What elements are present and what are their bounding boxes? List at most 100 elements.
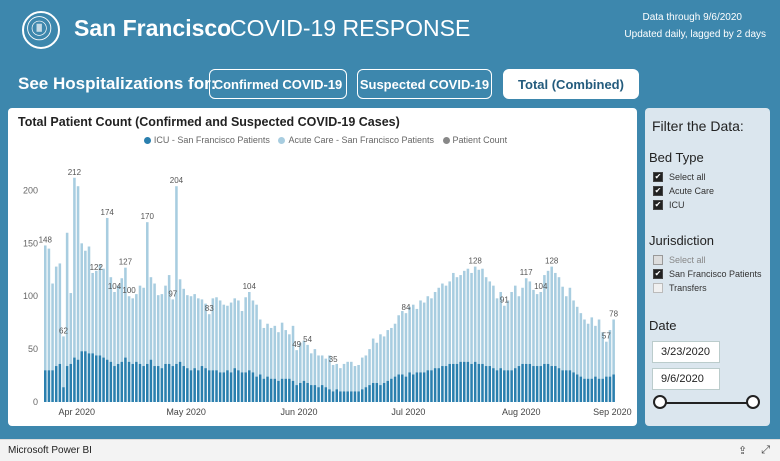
icu-bar — [375, 382, 379, 402]
icu-bar — [408, 372, 411, 402]
acute-care-bar — [138, 285, 142, 364]
icu-bar — [102, 357, 105, 402]
icu-bar — [488, 366, 492, 402]
data-label: 83 — [205, 304, 214, 313]
end-date-input[interactable]: 9/6/2020 — [652, 368, 720, 390]
acute-care-bar — [448, 281, 451, 364]
acute-care-bar — [280, 322, 284, 379]
filter-panel: Filter the Data: Bed Type ✔ Select all ✔ A… — [645, 108, 770, 426]
acute-care-bar — [601, 332, 604, 379]
acute-care-bar — [411, 304, 415, 375]
acute-care-bar — [226, 305, 229, 371]
date-slider-track[interactable] — [657, 402, 755, 404]
jurisdiction-sf-patients[interactable]: ✔ San Francisco Patients — [653, 269, 762, 279]
icu-bar — [470, 363, 473, 402]
icu-bar — [313, 385, 317, 402]
tab-suspected[interactable]: Suspected COVID-19 — [357, 69, 492, 99]
acute-care-bar — [102, 268, 105, 358]
share-icon[interactable]: ⇪ — [737, 445, 748, 457]
icu-bar — [524, 363, 528, 402]
expand-icon[interactable]: ⤢ — [761, 444, 770, 456]
checkbox-icon[interactable]: ✔ — [653, 269, 663, 279]
acute-care-bar — [44, 245, 47, 371]
jurisdiction-transfers[interactable]: Transfers — [653, 283, 707, 293]
icu-bar — [277, 380, 280, 402]
acute-care-bar — [62, 336, 65, 388]
data-label: 127 — [119, 258, 133, 267]
data-label: 122 — [90, 263, 104, 272]
icu-bar — [350, 391, 353, 402]
city-seal-icon — [22, 11, 60, 49]
x-tick-label: Aug 2020 — [502, 407, 541, 417]
acute-care-bar — [597, 319, 601, 379]
tab-total[interactable]: Total (Combined) — [503, 69, 639, 99]
icu-bar — [342, 391, 346, 402]
y-tick-label: 0 — [33, 397, 38, 407]
checkbox-icon[interactable] — [653, 255, 663, 265]
y-tick-label: 200 — [23, 185, 38, 195]
checkbox-icon[interactable]: ✔ — [653, 172, 663, 182]
acute-care-bar — [178, 279, 182, 362]
icu-bar — [579, 376, 583, 402]
icu-bar — [441, 366, 444, 402]
acute-care-bar — [146, 222, 149, 364]
icu-bar — [291, 380, 295, 402]
date-slider-end-handle[interactable] — [746, 395, 760, 409]
acute-care-bar — [422, 302, 426, 373]
checkbox-icon[interactable]: ✔ — [653, 186, 663, 196]
acute-care-bar — [65, 232, 69, 367]
bed-type-icu[interactable]: ✔ ICU — [653, 200, 685, 210]
icu-bar — [390, 378, 393, 402]
acute-care-bar — [160, 294, 164, 369]
icu-bar — [401, 374, 404, 402]
icu-bar — [368, 385, 371, 402]
icu-bar — [58, 363, 62, 402]
acute-care-bar — [408, 306, 411, 373]
start-date-input[interactable]: 3/23/2020 — [652, 341, 720, 363]
powerbi-brand-link[interactable]: Microsoft Power BI — [8, 445, 92, 456]
icu-bar — [135, 361, 138, 402]
data-label: 100 — [122, 286, 136, 295]
bed-type-select-all[interactable]: ✔ Select all — [653, 172, 706, 182]
acute-care-bar — [266, 323, 269, 377]
icu-bar — [153, 366, 156, 402]
legend-count-swatch — [442, 137, 450, 144]
tab-confirmed[interactable]: Confirmed COVID-19 — [209, 69, 347, 99]
icu-bar — [69, 363, 73, 402]
x-tick-label: Apr 2020 — [59, 407, 96, 417]
icu-bar — [557, 368, 561, 402]
data-label: 57 — [602, 332, 611, 341]
bed-type-acute-care[interactable]: ✔ Acute Care — [653, 186, 715, 196]
date-slider-start-handle[interactable] — [653, 395, 667, 409]
acute-care-bar — [222, 304, 226, 373]
acute-care-bar — [353, 366, 357, 392]
acute-care-bar — [404, 313, 408, 377]
acute-care-bar — [193, 294, 196, 369]
checkbox-icon[interactable] — [653, 283, 663, 293]
icu-bar — [105, 359, 109, 402]
jurisdiction-select-all[interactable]: Select all — [653, 255, 706, 265]
icu-bar — [583, 378, 586, 402]
acute-care-bar — [386, 330, 390, 381]
checkbox-icon[interactable]: ✔ — [653, 200, 663, 210]
icu-bar — [360, 389, 364, 402]
acute-care-bar — [459, 275, 462, 362]
acute-care-bar — [364, 355, 368, 388]
icu-bar — [306, 382, 309, 402]
icu-bar — [91, 353, 94, 402]
acute-care-bar — [306, 344, 309, 383]
acute-care-bar — [124, 267, 127, 358]
hospitalization-bar-chart[interactable]: 0 50 100 150 200 148 62 212 122 174 104 127 100 170 97… — [8, 108, 637, 426]
acute-care-bar — [524, 278, 528, 364]
hospitalizations-label: See Hospitalizations for: — [18, 74, 217, 93]
powerbi-footer: Microsoft Power BI ⇪ ⤢ — [0, 439, 780, 461]
data-label: 91 — [500, 296, 509, 305]
acute-care-bar — [528, 281, 532, 364]
acute-care-bar — [426, 296, 430, 371]
icu-bar — [601, 378, 604, 402]
data-label: 54 — [303, 335, 312, 344]
icu-bar — [98, 355, 102, 402]
icu-bar — [455, 363, 459, 402]
acute-care-bar — [317, 355, 320, 388]
acute-care-bar — [269, 327, 273, 379]
